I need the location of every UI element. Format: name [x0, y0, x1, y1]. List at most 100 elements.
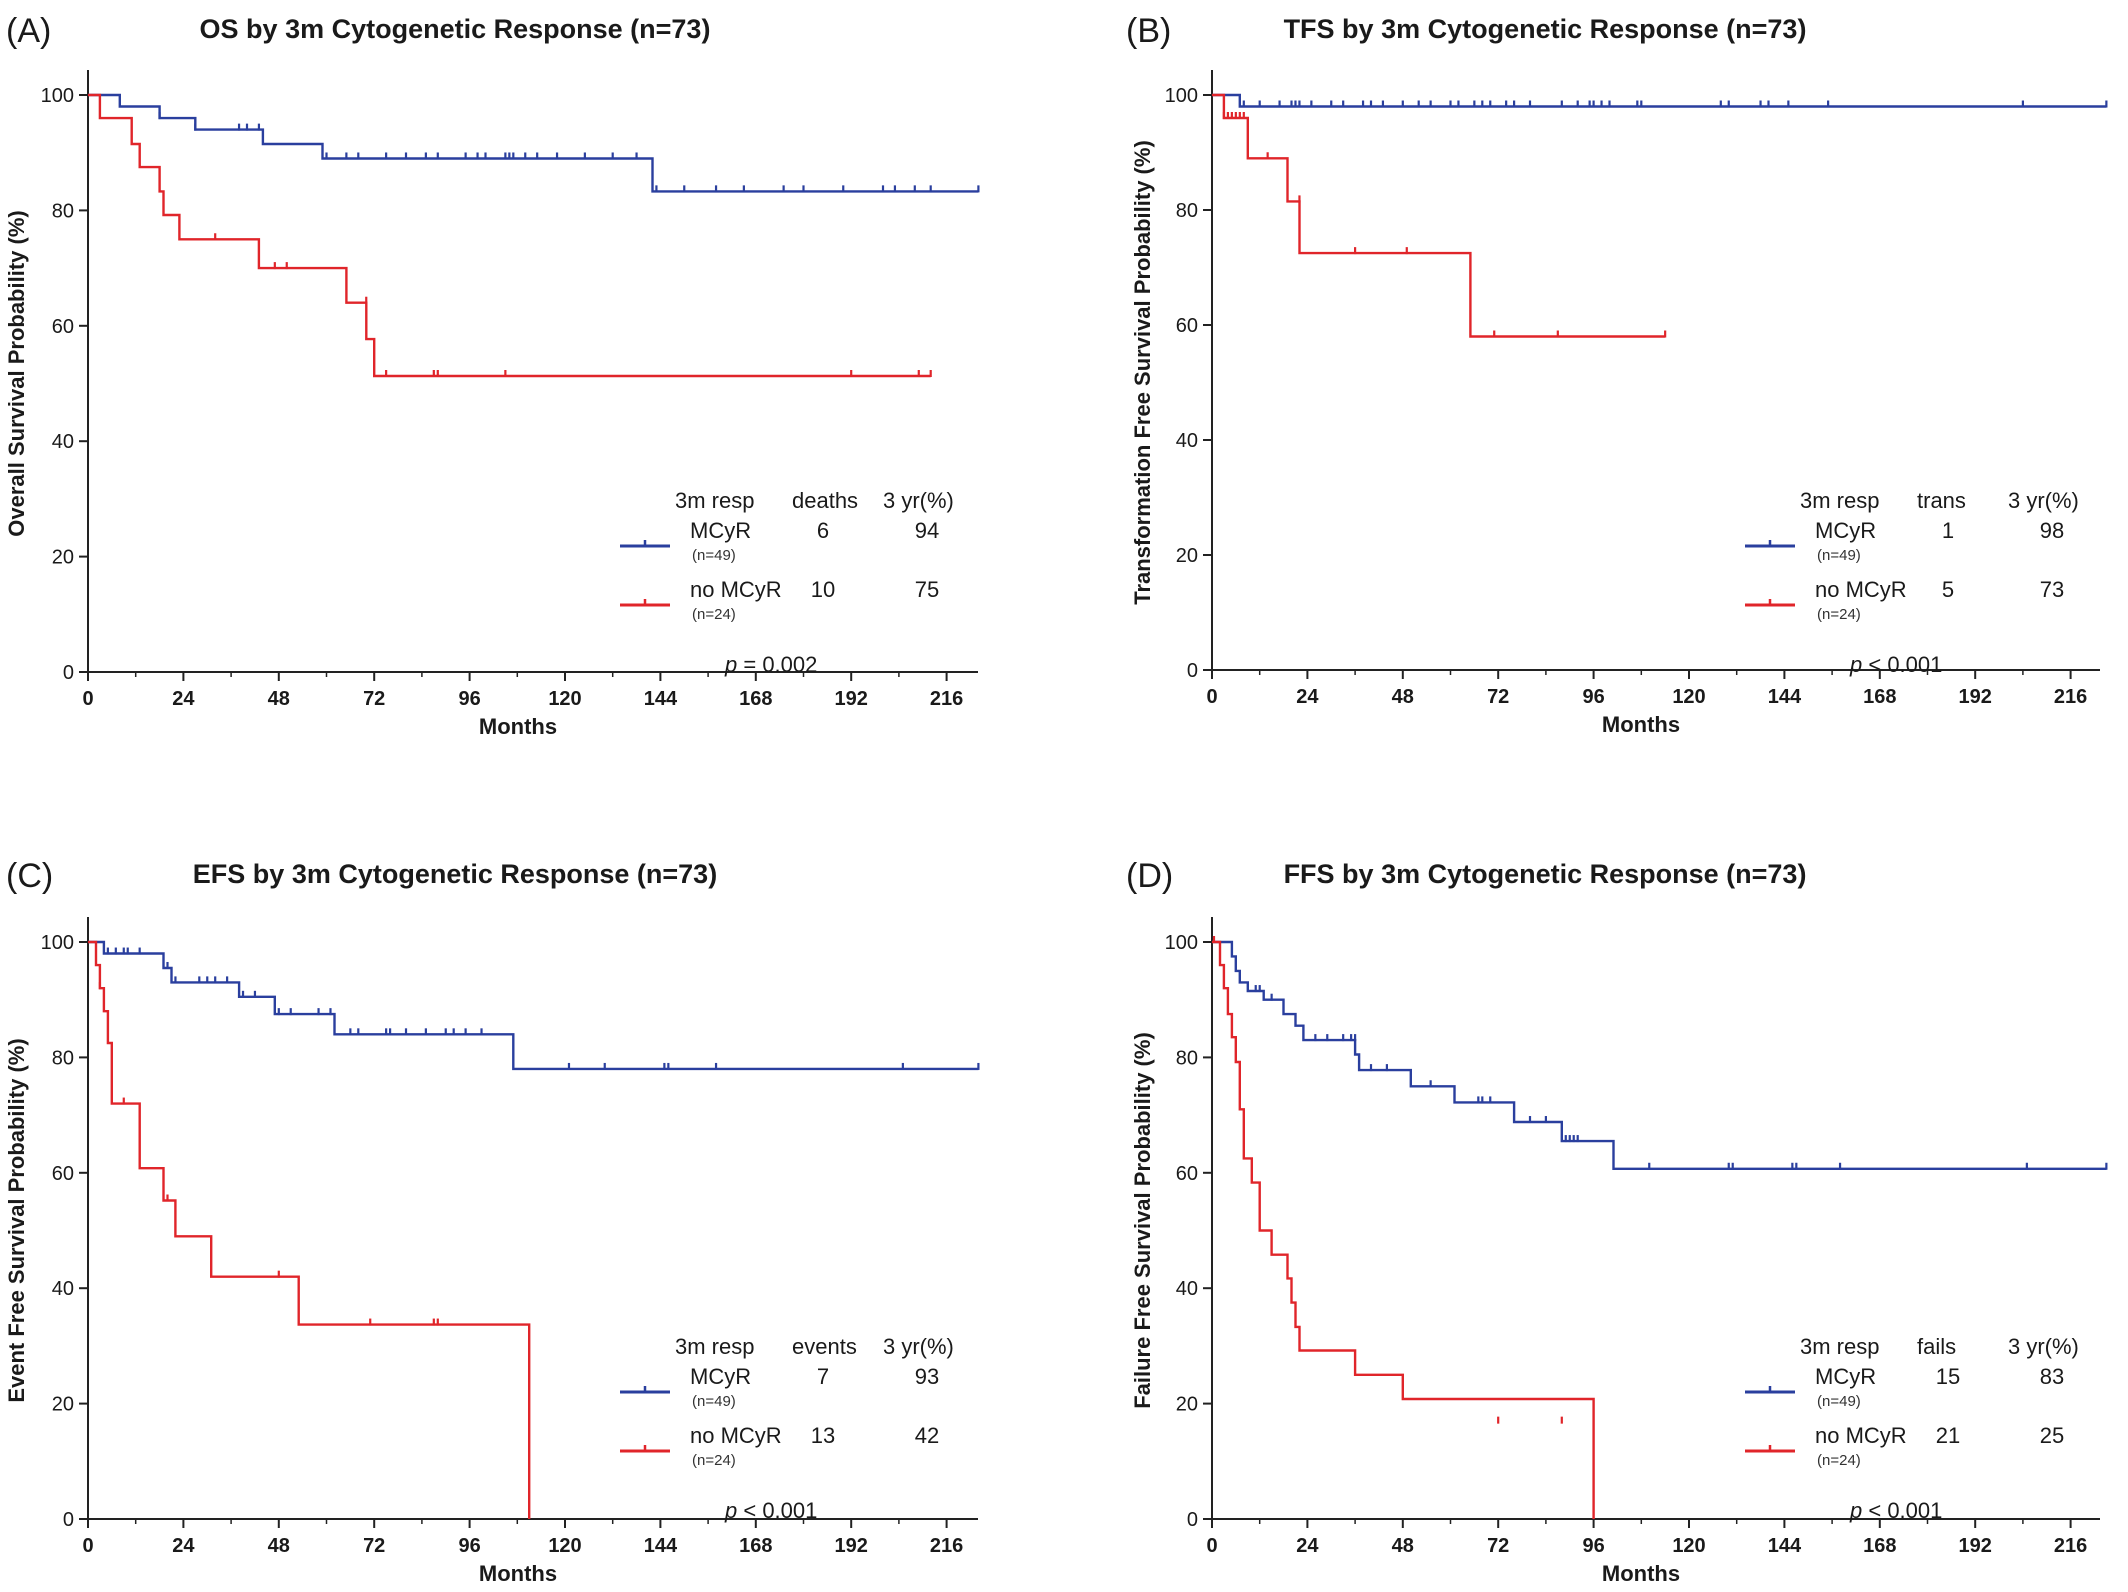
y-tick-label: 0	[1187, 1509, 1198, 1531]
x-axis-label: Months	[479, 714, 557, 739]
y-tick-label: 0	[63, 1509, 74, 1531]
y-tick-label: 40	[1176, 430, 1198, 452]
legend-row-n: (n=24)	[692, 606, 736, 623]
y-axis-label: Failure Free Survival Probability (%)	[1130, 1032, 1155, 1409]
legend-header-group: 3m resp	[1800, 1334, 1879, 1359]
chart-panel-a: (A) OS by 3m Cytogenetic Response (n=73) 0…	[4, 12, 980, 739]
x-tick-label: 24	[172, 688, 195, 710]
chart-title: TFS by 3m Cytogenetic Response (n=73)	[1284, 14, 1807, 44]
panel-label: (C)	[6, 857, 53, 895]
x-tick-label: 48	[268, 1535, 290, 1557]
series-mcyr-line	[88, 940, 979, 1071]
y-tick-label: 60	[52, 1163, 74, 1185]
y-tick-label: 20	[52, 547, 74, 569]
y-tick-label: 40	[52, 431, 74, 453]
x-tick-label: 120	[1672, 686, 1705, 708]
x-tick-label: 192	[835, 688, 868, 710]
panel-label: (B)	[1126, 12, 1171, 50]
y-tick-label: 20	[52, 1394, 74, 1416]
p-value-text: < 0.001	[1862, 652, 1942, 677]
p-value: p < 0.001	[1849, 1498, 1942, 1523]
chart-panel-d: (D) FFS by 3m Cytogenetic Response (n=73)…	[1126, 857, 2108, 1586]
legend-row-count: 6	[817, 518, 829, 543]
x-tick-label: 72	[1487, 686, 1509, 708]
legend-row-label: MCyR	[690, 518, 751, 543]
x-tick-label: 48	[1392, 1535, 1414, 1557]
series-mcyr-line	[1212, 93, 2107, 108]
x-tick-label: 216	[930, 1535, 963, 1557]
x-tick-label: 120	[548, 1535, 581, 1557]
legend-row-label: no MCyR	[690, 577, 782, 602]
chart-title: FFS by 3m Cytogenetic Response (n=73)	[1284, 859, 1807, 889]
p-value: p < 0.001	[1849, 652, 1942, 677]
legend-row-pct: 94	[915, 518, 939, 543]
p-value-text: = 0.002	[737, 652, 817, 677]
x-tick-label: 192	[1959, 1535, 1992, 1557]
x-tick-label: 216	[930, 688, 963, 710]
x-tick-label: 0	[1206, 686, 1217, 708]
panel-label: (D)	[1126, 857, 1173, 895]
legend-row-count: 1	[1942, 518, 1954, 543]
legend-row-pct: 25	[2040, 1423, 2064, 1448]
x-tick-label: 24	[172, 1535, 195, 1557]
y-tick-label: 20	[1176, 545, 1198, 567]
legend-row-pct: 42	[915, 1423, 939, 1448]
y-tick-label: 40	[52, 1278, 74, 1300]
legend-header-group: 3m resp	[675, 1334, 754, 1359]
legend-row-label: MCyR	[1815, 518, 1876, 543]
y-tick-label: 80	[52, 200, 74, 222]
chart-panel-b: (B) TFS by 3m Cytogenetic Response (n=73)…	[1126, 12, 2108, 737]
legend-header-pct: 3 yr(%)	[883, 1334, 954, 1359]
legend-row-label: MCyR	[690, 1364, 751, 1389]
y-tick-label: 60	[52, 316, 74, 338]
y-axis-label: Transformation Free Survival Probability…	[1130, 140, 1155, 605]
legend-row-pct: 73	[2040, 577, 2064, 602]
x-tick-label: 0	[82, 688, 93, 710]
panel-label: (A)	[6, 12, 51, 50]
x-tick-label: 24	[1296, 686, 1319, 708]
x-tick-label: 0	[1206, 1535, 1217, 1557]
y-tick-label: 100	[41, 85, 74, 107]
x-tick-label: 168	[739, 688, 772, 710]
x-tick-label: 168	[1863, 686, 1896, 708]
legend-row-count: 5	[1942, 577, 1954, 602]
y-tick-label: 40	[1176, 1278, 1198, 1300]
legend-header-count: deaths	[792, 488, 858, 513]
legend-header-pct: 3 yr(%)	[2008, 1334, 2079, 1359]
x-tick-label: 72	[363, 688, 385, 710]
y-axis-label: Overall Survival Probability (%)	[4, 210, 29, 536]
x-tick-label: 192	[1959, 686, 1992, 708]
p-symbol: p	[1849, 1498, 1862, 1523]
legend-row-label: no MCyR	[1815, 1423, 1907, 1448]
legend-header-pct: 3 yr(%)	[2008, 488, 2079, 513]
p-value-text: < 0.001	[737, 1498, 817, 1523]
y-tick-label: 0	[63, 662, 74, 684]
p-symbol: p	[724, 652, 737, 677]
x-tick-label: 216	[2054, 686, 2087, 708]
legend-header-count: trans	[1917, 488, 1966, 513]
legend-row-n: (n=24)	[1817, 606, 1861, 623]
y-tick-label: 60	[1176, 315, 1198, 337]
legend-header-pct: 3 yr(%)	[883, 488, 954, 513]
y-axis-label: Event Free Survival Probability (%)	[4, 1038, 29, 1402]
legend-row-count: 10	[811, 577, 835, 602]
legend-header-group: 3m resp	[1800, 488, 1879, 513]
x-tick-label: 48	[268, 688, 290, 710]
legend-header-count: fails	[1917, 1334, 1956, 1359]
legend-row-count: 7	[817, 1364, 829, 1389]
p-symbol: p	[1849, 652, 1862, 677]
x-tick-label: 72	[363, 1535, 385, 1557]
x-tick-label: 144	[644, 1535, 678, 1557]
legend-row-pct: 98	[2040, 518, 2064, 543]
chart-panel-c: (C) EFS by 3m Cytogenetic Response (n=73)…	[4, 857, 980, 1586]
x-tick-label: 192	[835, 1535, 868, 1557]
x-tick-label: 96	[1582, 1535, 1604, 1557]
x-tick-label: 168	[1863, 1535, 1896, 1557]
p-value: p = 0.002	[724, 652, 817, 677]
legend-header-group: 3m resp	[675, 488, 754, 513]
p-symbol: p	[724, 1498, 737, 1523]
x-tick-label: 72	[1487, 1535, 1509, 1557]
x-tick-label: 96	[1582, 686, 1604, 708]
y-tick-label: 20	[1176, 1394, 1198, 1416]
p-value-text: < 0.001	[1862, 1498, 1942, 1523]
